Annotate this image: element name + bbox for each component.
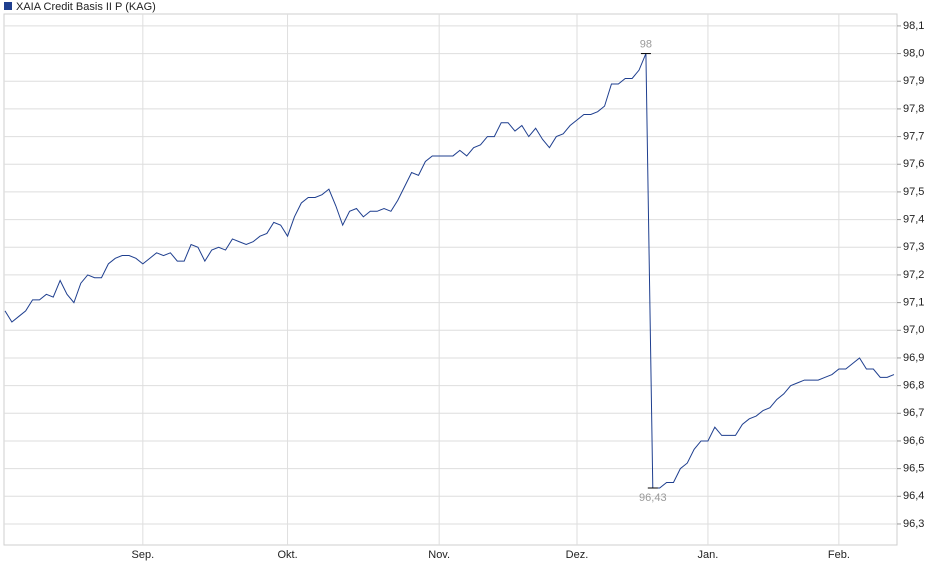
plot-area <box>3 13 898 546</box>
y-tick-label: 98,1 <box>903 20 924 32</box>
y-tick-label: 96,8 <box>903 380 924 392</box>
y-tick-label: 97,2 <box>903 269 924 281</box>
y-tick-label: 96,6 <box>903 435 924 447</box>
y-tick-label: 97,6 <box>903 158 924 170</box>
series-line <box>4 53 895 489</box>
x-tick-label: Dez. <box>566 549 589 561</box>
y-tick-label: 97,0 <box>903 324 924 336</box>
y-tick-label: 97,9 <box>903 75 924 87</box>
y-tick-label: 96,7 <box>903 407 924 419</box>
y-tick-label: 97,1 <box>903 297 924 309</box>
y-tick-label: 97,4 <box>903 213 924 225</box>
y-tick-label: 97,7 <box>903 130 924 142</box>
y-tick-label: 96,3 <box>903 518 924 530</box>
y-tick-label: 96,5 <box>903 463 924 475</box>
value-label: 98 <box>640 38 652 50</box>
x-tick-label: Nov. <box>428 549 450 561</box>
legend-swatch <box>4 2 12 10</box>
y-tick-label: 98,0 <box>903 47 924 59</box>
x-tick-label: Okt. <box>277 549 297 561</box>
y-tick-label: 97,8 <box>903 103 924 115</box>
y-tick-label: 97,5 <box>903 186 924 198</box>
value-label: 96,43 <box>639 492 667 504</box>
y-tick-label: 96,4 <box>903 490 924 502</box>
x-tick-label: Sep. <box>132 549 155 561</box>
x-tick-label: Jan. <box>698 549 719 561</box>
y-tick-label: 96,9 <box>903 352 924 364</box>
x-tick-label: Feb. <box>828 549 850 561</box>
y-tick-label: 97,3 <box>903 241 924 253</box>
legend-label: XAIA Credit Basis II P (KAG) <box>16 1 156 13</box>
